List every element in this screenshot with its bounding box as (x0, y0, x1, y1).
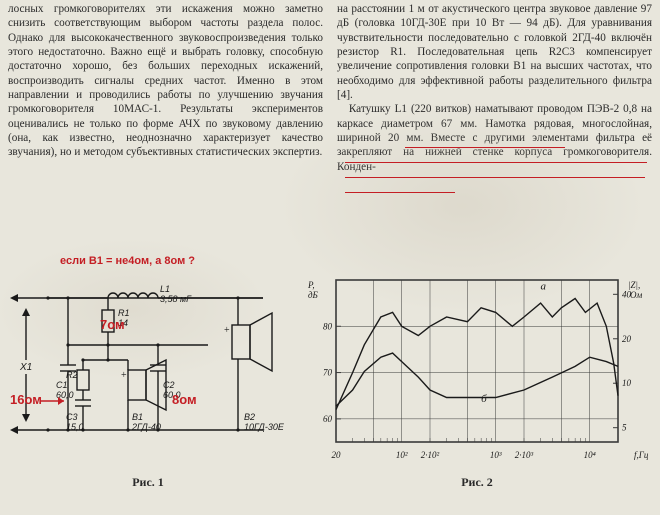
svg-text:80: 80 (323, 321, 333, 331)
svg-text:5: 5 (622, 423, 627, 433)
svg-text:C2: C2 (163, 380, 175, 390)
svg-text:B2: B2 (244, 412, 255, 422)
svg-text:дБ: дБ (308, 290, 319, 300)
svg-text:40: 40 (622, 289, 632, 299)
svg-text:f,Гц: f,Гц (634, 450, 649, 460)
svg-text:+: + (224, 325, 230, 336)
annotation-r2: 16ом (10, 392, 42, 407)
svg-text:+: + (121, 370, 127, 381)
svg-text:10ГД-30Е: 10ГД-30Е (244, 422, 285, 432)
annotation-b1: 8ом (172, 392, 197, 407)
svg-text:70: 70 (323, 368, 333, 378)
svg-text:L1: L1 (160, 284, 170, 294)
svg-text:б: б (481, 393, 487, 405)
svg-text:20: 20 (622, 334, 632, 344)
svg-text:2·10²: 2·10² (421, 450, 440, 460)
annotation-r1: 7ом (100, 317, 125, 332)
text-column-left: лосных громкоговорителях эти искажения м… (8, 2, 323, 237)
svg-text:R2: R2 (66, 370, 78, 380)
col2-para-a: на расстоянии 1 м от акустического центр… (337, 3, 652, 101)
chart-figure: 2010²2·10²10³2·10³10⁴f,ГцP,дБ607080|Z|,О… (302, 270, 652, 490)
svg-text:60,0: 60,0 (56, 390, 74, 400)
svg-text:2·10³: 2·10³ (515, 450, 534, 460)
text-column-right: на расстоянии 1 м от акустического центр… (337, 2, 652, 237)
fig2-caption: Рис. 2 (302, 475, 652, 490)
svg-text:C1: C1 (56, 380, 68, 390)
svg-text:3,58 мГ: 3,58 мГ (160, 294, 192, 304)
schematic-figure: X1L13,58 мГR114C160,0C260,0R2C315,0B12ГД… (8, 270, 288, 490)
svg-text:10⁴: 10⁴ (584, 450, 596, 460)
fig1-caption: Рис. 1 (8, 475, 288, 490)
svg-text:Ом: Ом (630, 290, 642, 300)
svg-text:20: 20 (332, 450, 342, 460)
svg-text:C3: C3 (66, 412, 78, 422)
svg-text:P,: P, (307, 280, 315, 290)
svg-text:X1: X1 (19, 362, 32, 373)
svg-text:а: а (541, 280, 547, 292)
svg-text:10³: 10³ (490, 450, 502, 460)
svg-text:60: 60 (323, 414, 333, 424)
annotation-question: если B1 = не4ом, а 8ом ? (60, 255, 195, 267)
svg-text:10²: 10² (396, 450, 408, 460)
svg-text:B1: B1 (132, 412, 143, 422)
svg-text:10: 10 (622, 378, 632, 388)
